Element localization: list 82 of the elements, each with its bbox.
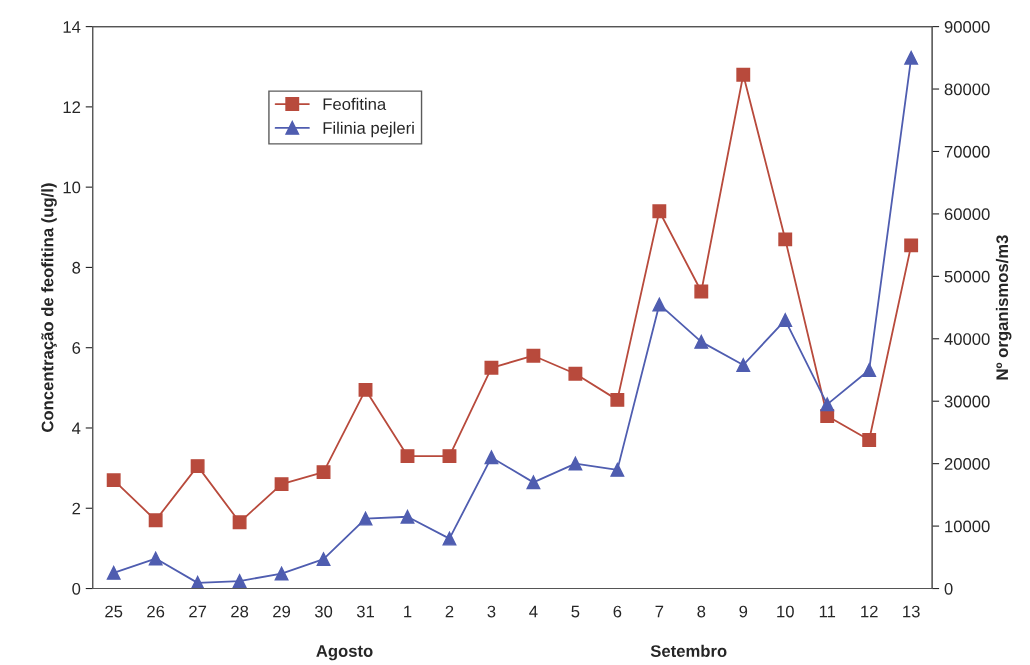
y-axis-title: Concentração de feofitina (ug/l) xyxy=(41,183,57,432)
point xyxy=(862,433,877,447)
text: Agosto xyxy=(316,645,373,661)
point xyxy=(106,565,121,580)
point xyxy=(316,552,331,567)
y-tick-label: 14 xyxy=(63,21,81,33)
point xyxy=(106,473,121,488)
point xyxy=(778,313,793,327)
point xyxy=(400,509,415,524)
point xyxy=(568,456,583,471)
x-tick-label: 31 xyxy=(356,605,374,618)
y-tick-label: 6 xyxy=(72,342,81,354)
x-tick-label: 27 xyxy=(189,605,207,618)
x-tick-label: 7 xyxy=(655,605,664,618)
text: Setembro xyxy=(650,644,727,657)
point xyxy=(778,232,793,247)
point xyxy=(484,450,499,465)
y2-tick-label: 0 xyxy=(944,582,953,595)
point xyxy=(736,358,751,372)
point xyxy=(148,513,163,528)
legend-label: Filinia pejleri xyxy=(323,121,414,138)
x-tick-label: 12 xyxy=(861,605,878,618)
point xyxy=(526,348,541,363)
point xyxy=(232,574,247,588)
point xyxy=(694,284,709,299)
y2-tick-label: 30000 xyxy=(944,395,990,408)
point xyxy=(652,297,667,312)
point xyxy=(358,511,373,526)
point xyxy=(358,382,373,397)
point xyxy=(526,475,541,490)
y2-tick-label: 40000 xyxy=(944,333,990,345)
x-tick-label: 28 xyxy=(231,605,249,618)
x-tick-label: 8 xyxy=(697,605,706,618)
y-tick-label: 8 xyxy=(72,261,81,274)
y2-tick-label: 20000 xyxy=(944,458,990,470)
x-tick-label: 13 xyxy=(903,605,920,618)
point xyxy=(904,238,919,253)
point xyxy=(694,334,709,349)
point xyxy=(862,363,877,377)
y-tick-label: 10 xyxy=(63,181,81,194)
point xyxy=(274,477,289,492)
x-tick-label: 30 xyxy=(314,605,333,618)
legend-label: Feofitina xyxy=(323,97,387,111)
x-tick-label: 10 xyxy=(777,605,794,618)
y-tick-label: 2 xyxy=(72,502,81,515)
x-tick-label: 11 xyxy=(819,605,836,618)
x-tick-label: 29 xyxy=(273,605,291,618)
point xyxy=(190,459,205,474)
point xyxy=(316,465,331,480)
point xyxy=(232,515,247,530)
point xyxy=(652,204,667,219)
y2-tick-label: 70000 xyxy=(944,145,990,158)
x-tick-label: 3 xyxy=(487,605,496,618)
y-tick-label: 4 xyxy=(72,422,81,435)
point xyxy=(820,397,835,412)
y-tick-label: 0 xyxy=(72,582,81,595)
y2-tick-label: 50000 xyxy=(944,270,990,283)
point xyxy=(568,366,583,381)
point xyxy=(484,360,499,375)
x-tick-label: 26 xyxy=(147,605,165,618)
x-tick-label: 5 xyxy=(571,605,580,618)
y2-tick-label: 60000 xyxy=(944,208,990,221)
y2-axis-title: Nº organismos/m3 xyxy=(995,235,1012,380)
point xyxy=(610,392,625,407)
y2-tick-label: 90000 xyxy=(944,21,990,33)
point xyxy=(274,566,289,581)
point xyxy=(442,449,457,464)
y2-tick-label: 80000 xyxy=(944,83,990,96)
x-tick-label: 4 xyxy=(529,605,538,618)
y-tick-label: 12 xyxy=(63,101,81,113)
y2-tick-label: 10000 xyxy=(945,520,990,533)
x-tick-label: 2 xyxy=(445,605,454,618)
point xyxy=(610,462,625,477)
point xyxy=(904,50,919,65)
x-tick-label: 25 xyxy=(105,605,123,618)
x-tick-label: 9 xyxy=(739,605,748,618)
point xyxy=(400,449,415,464)
x-tick-label: 6 xyxy=(613,605,622,618)
x-tick-label: 1 xyxy=(404,605,412,618)
point xyxy=(442,531,457,546)
point xyxy=(148,551,163,566)
point xyxy=(736,67,751,82)
